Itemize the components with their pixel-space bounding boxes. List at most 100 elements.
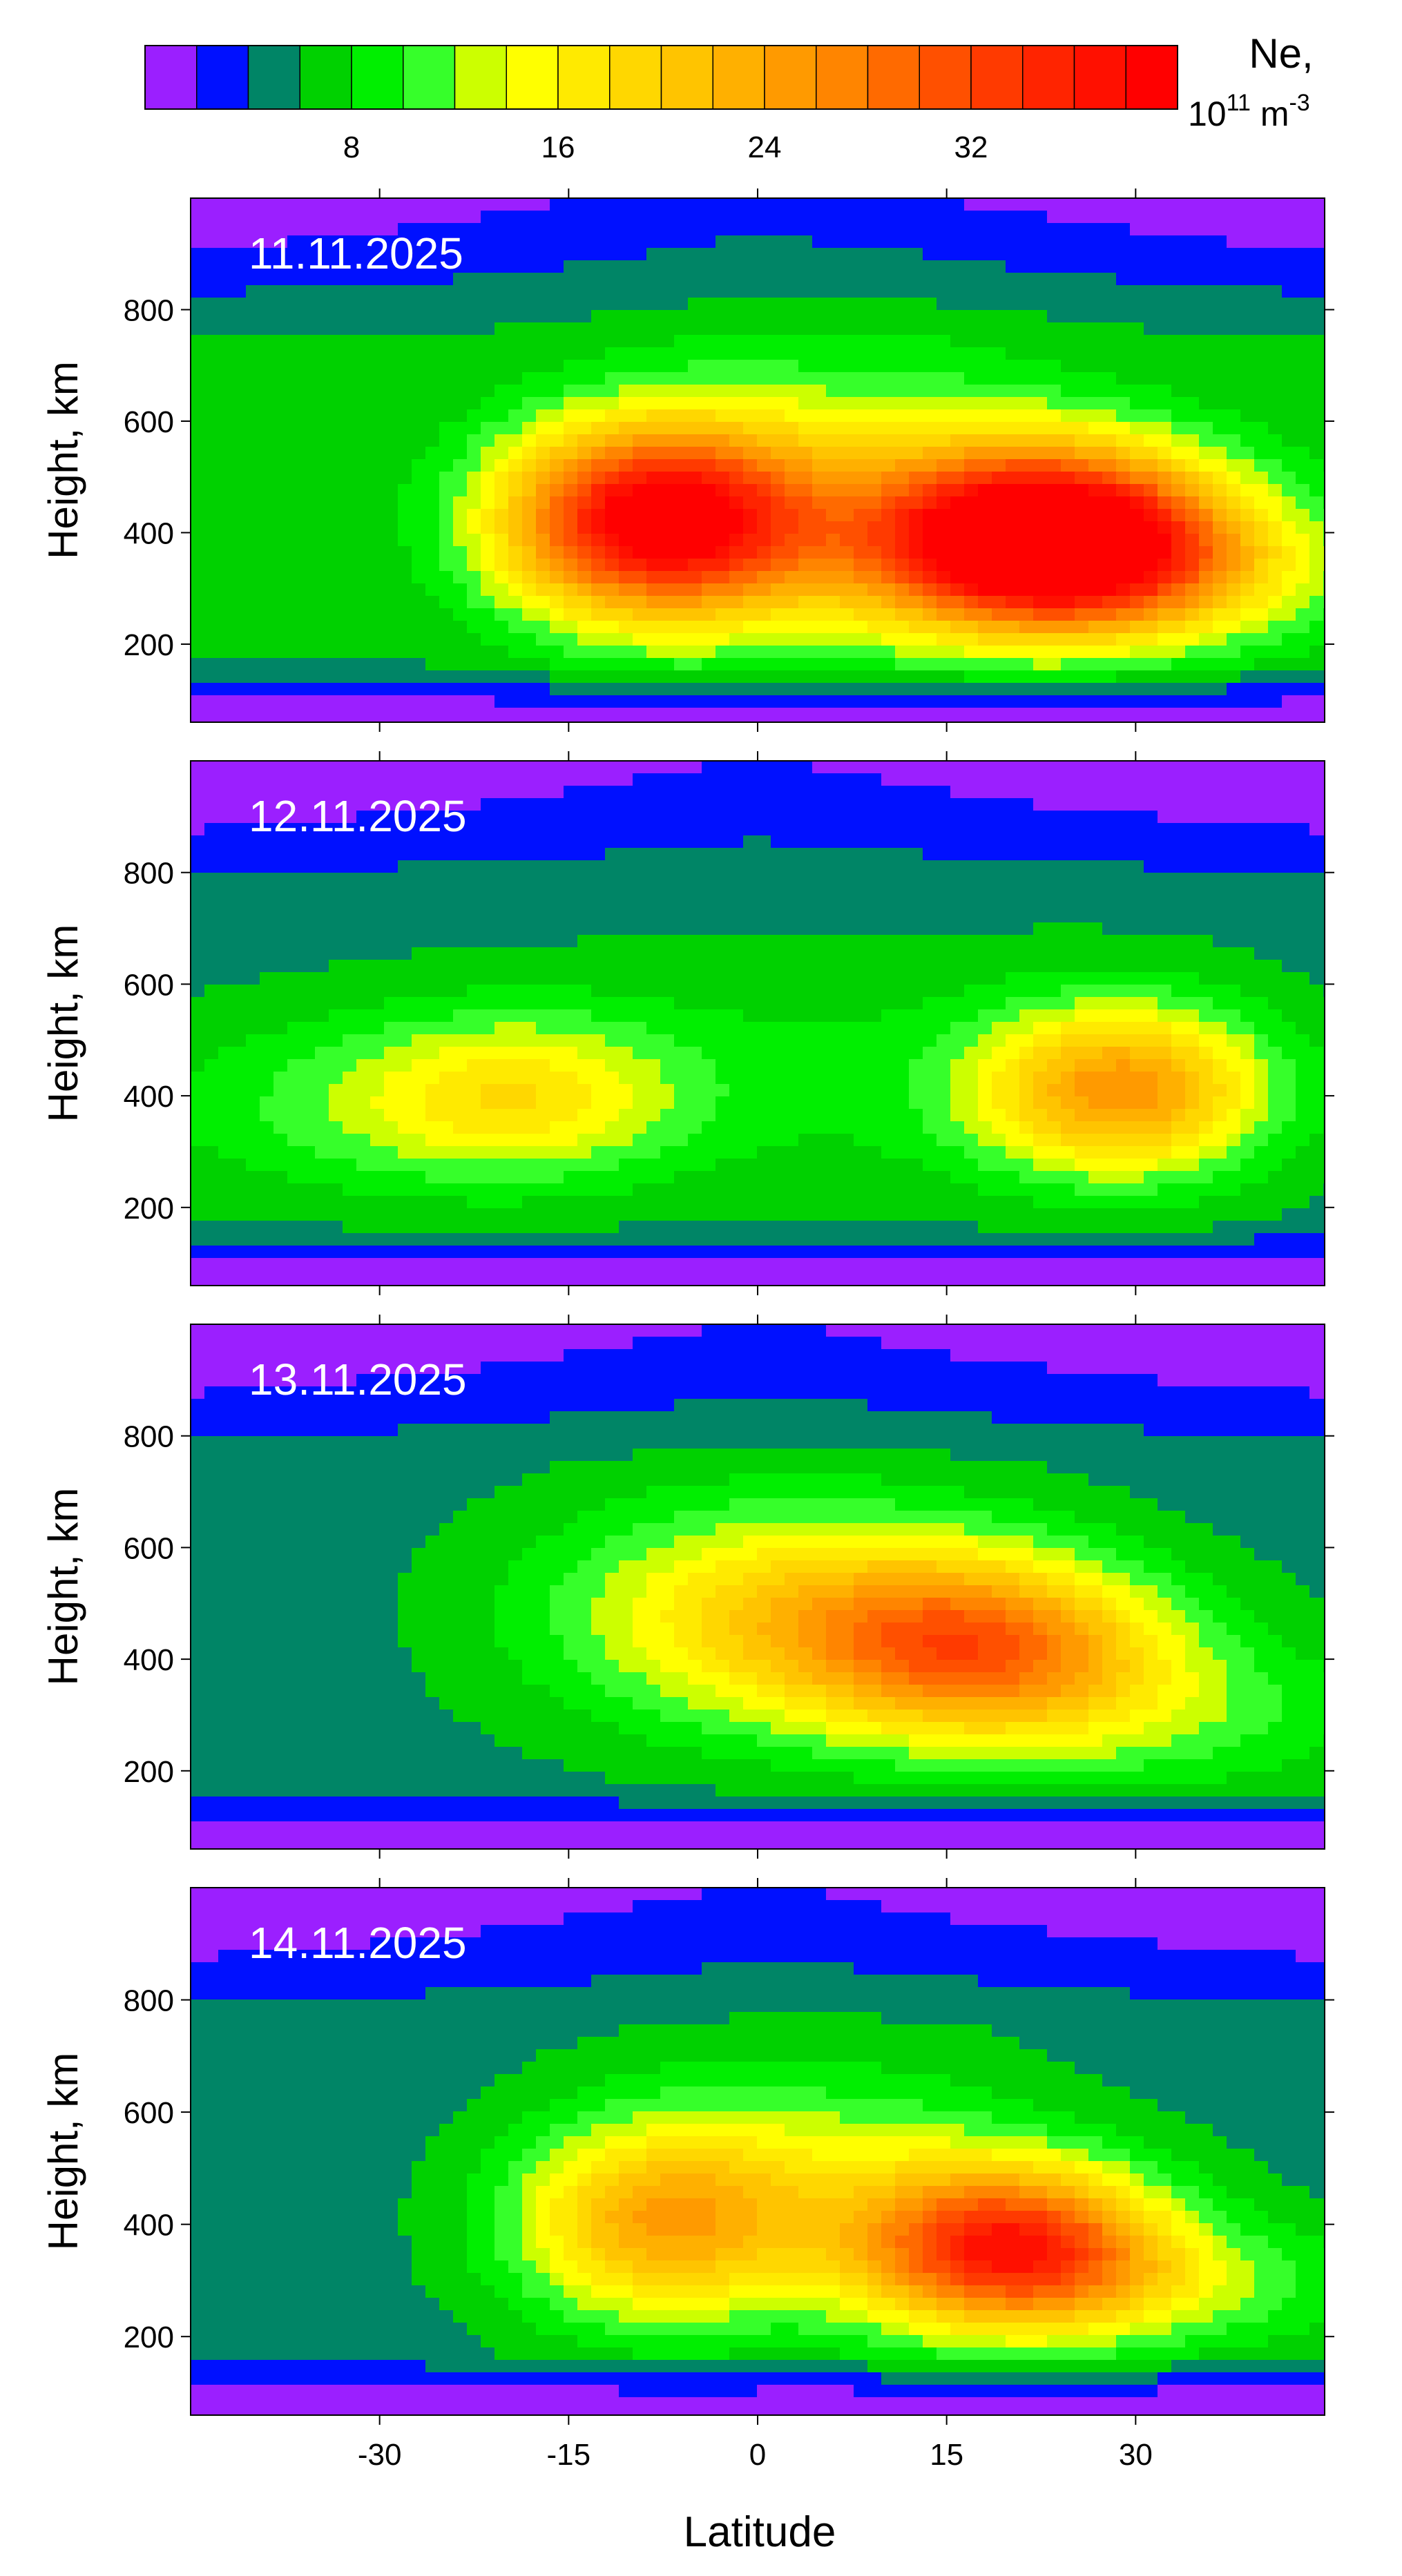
ne-cell: [232, 683, 247, 696]
ne-cell: [453, 910, 468, 923]
ne-cell: [1199, 322, 1213, 336]
ne-cell: [564, 960, 578, 973]
ne-cell: [605, 720, 620, 722]
ne-cell: [522, 608, 537, 621]
ne-cell: [384, 960, 398, 973]
ne-cell: [522, 372, 537, 385]
ne-cell: [577, 811, 592, 824]
ne-cell: [1323, 484, 1325, 497]
ne-cell: [218, 422, 233, 435]
ne-cell: [481, 335, 495, 348]
ne-cell: [785, 347, 799, 360]
ne-cell: [992, 947, 1006, 960]
ne-cell: [674, 646, 689, 659]
ne-cell: [895, 360, 910, 373]
ne-cell: [1323, 223, 1325, 236]
ne-cell: [1047, 873, 1062, 886]
ne-cell: [273, 646, 288, 659]
ne-cell: [854, 885, 868, 898]
ne-cell: [204, 720, 219, 722]
ne-cell: [688, 434, 702, 447]
ne-cell: [370, 720, 385, 722]
ne-cell: [1213, 885, 1227, 898]
ne-cell: [1240, 670, 1255, 684]
ne-cell: [494, 422, 509, 435]
ne-cell: [1006, 608, 1020, 621]
ne-cell: [287, 347, 302, 360]
ne-cell: [1088, 773, 1103, 786]
ne-cell: [1323, 248, 1325, 261]
ne-cell: [1227, 786, 1241, 799]
ne-cell: [937, 211, 951, 224]
ne-cell: [923, 422, 937, 435]
ne-cell: [1102, 496, 1117, 510]
ne-cell: [909, 347, 923, 360]
ne-cell: [191, 447, 205, 460]
ne-cell: [1240, 211, 1255, 224]
ne-cell: [218, 409, 233, 423]
ne-cell: [881, 695, 896, 708]
ne-cell: [1061, 409, 1075, 423]
ne-cell: [674, 335, 689, 348]
ne-cell: [729, 422, 744, 435]
ne-cell: [439, 235, 454, 249]
ne-cell: [508, 885, 523, 898]
ne-cell: [743, 322, 758, 336]
ne-cell: [453, 360, 468, 373]
ne-cell: [1047, 322, 1062, 336]
ne-cell: [564, 248, 578, 261]
ne-cell: [1296, 720, 1310, 722]
ne-cell: [785, 447, 799, 460]
ne-cell: [1323, 621, 1325, 634]
ne-cell: [1075, 910, 1089, 923]
ne-cell: [453, 860, 468, 873]
ne-cell: [1088, 683, 1103, 696]
ne-cell: [716, 848, 730, 861]
ne-cell: [950, 898, 965, 911]
ne-cell: [743, 472, 758, 485]
ne-cell: [246, 223, 260, 236]
ne-cell: [771, 596, 785, 609]
ne-cell: [315, 521, 329, 534]
ne-cell: [1171, 397, 1186, 410]
ne-cell: [992, 823, 1006, 836]
ne-cell: [273, 322, 288, 336]
ne-cell: [412, 773, 426, 786]
ne-cell: [1116, 310, 1131, 323]
ne-cell: [1171, 898, 1186, 911]
ne-cell: [508, 773, 523, 786]
ne-cell: [287, 372, 302, 385]
ne-cell: [1033, 397, 1048, 410]
ne-cell: [964, 385, 979, 398]
ne-cell: [287, 922, 302, 936]
ne-cell: [1088, 422, 1103, 435]
ne-cell: [398, 708, 412, 721]
ne-cell: [826, 347, 841, 360]
ne-cell: [204, 397, 219, 410]
ne-cell: [260, 409, 274, 423]
ne-cell: [812, 546, 827, 559]
ne-cell: [343, 596, 357, 609]
ne-cell: [1075, 223, 1089, 236]
ne-cell: [1102, 633, 1117, 646]
ne-cell: [1019, 211, 1034, 224]
ne-cell: [1006, 798, 1020, 811]
ne-cell: [1213, 310, 1227, 323]
ne-cell: [1130, 397, 1144, 410]
ne-cell: [1144, 633, 1158, 646]
ne-cell: [356, 397, 371, 410]
ne-cell: [854, 835, 868, 849]
ne-cell: [729, 521, 744, 534]
ne-cell: [743, 335, 758, 348]
ne-cell: [356, 583, 371, 597]
ne-cell: [798, 521, 813, 534]
ne-cell: [232, 935, 247, 948]
ne-cell: [494, 198, 509, 211]
ne-cell: [370, 472, 385, 485]
ne-cell: [688, 947, 702, 960]
ne-cell: [1102, 670, 1117, 684]
ne-cell: [232, 960, 247, 973]
ne-cell: [992, 596, 1006, 609]
ne-cell: [591, 608, 606, 621]
